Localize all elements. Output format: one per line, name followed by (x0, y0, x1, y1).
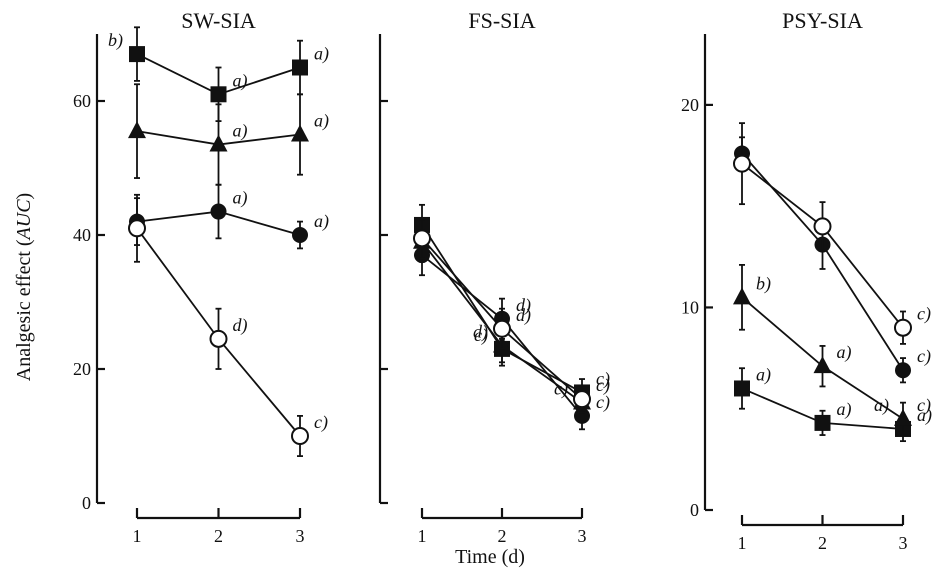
point-triangle (209, 134, 228, 152)
point-triangle (813, 356, 832, 374)
y-axis-label: Analgesic effect (AUC) (13, 193, 35, 381)
y-axis-label-unit: AUC (13, 199, 35, 242)
x-tick-label: 2 (818, 533, 827, 553)
point-filled-circle (895, 362, 911, 379)
point-open-circle (413, 229, 431, 248)
significance-label: a) (233, 121, 248, 142)
significance-label: c) (596, 368, 610, 389)
point-square (734, 380, 750, 397)
x-axis-label: Time (d) (455, 546, 525, 568)
x-tick-label: 1 (418, 526, 427, 546)
point-open-circle (813, 217, 832, 236)
significance-label: b) (756, 273, 771, 294)
significance-label: c) (917, 304, 931, 325)
significance-label: a) (314, 111, 329, 132)
y-tick-label: 0 (690, 500, 699, 520)
significance-label: a) (756, 364, 771, 385)
significance-label: d) (473, 322, 488, 343)
panel-title: FS-SIA (468, 8, 535, 33)
significance-label: c) (917, 395, 931, 416)
point-triangle (894, 408, 912, 426)
point-square (129, 46, 145, 63)
point-triangle (128, 121, 146, 139)
panel-title: SW-SIA (181, 8, 256, 33)
y-axis-label-close: ) (13, 193, 35, 200)
point-square (292, 59, 308, 76)
series-triangle: b)a)a) c) (733, 264, 931, 436)
y-tick-label: 20 (73, 359, 91, 379)
point-open-circle (894, 318, 912, 337)
series-filled-circle: c) (734, 136, 931, 384)
significance-label: a) (233, 70, 248, 91)
significance-label: c) (474, 325, 488, 346)
y-tick-label: 0 (82, 493, 91, 513)
point-open-circle (128, 219, 146, 238)
significance-label: a) (314, 211, 329, 232)
significance-label: a) (314, 44, 329, 65)
significance-label: a) (917, 405, 932, 426)
significance-label: a) (233, 188, 248, 209)
series-open-circle: c) (733, 122, 931, 345)
point-open-circle (291, 427, 309, 445)
significance-label: d) (516, 305, 531, 326)
x-tick-label: 3 (296, 526, 305, 546)
point-square (210, 86, 227, 103)
significance-label: c) (917, 346, 931, 367)
panel-title: PSY-SIA (782, 8, 863, 33)
point-filled-circle (210, 203, 227, 220)
significance-label: a) (837, 342, 852, 363)
point-open-circle (573, 390, 591, 409)
panel-1: SW-SIA 0 20 40 60 1 2 3 b) a) a) a) a) a) a) d) c) (73, 8, 329, 546)
series-square: b) a) a) (108, 26, 329, 122)
series-square: c)c) (414, 203, 610, 407)
y-axis-label-main: Analgesic effect ( (13, 239, 35, 381)
y-tick-label: 60 (73, 91, 91, 111)
significance-label: c) (596, 375, 610, 396)
series-filled-circle: a) a) (129, 183, 329, 250)
point-open-circle (209, 329, 228, 348)
significance-label: d) (516, 295, 531, 316)
x-tick-label: 2 (498, 526, 507, 546)
series-open-circle: d) c) (128, 193, 328, 458)
x-tick-label: 1 (133, 526, 142, 546)
significance-label: c) (596, 392, 610, 413)
y-tick-label: 40 (73, 225, 91, 245)
point-filled-circle (574, 407, 590, 424)
y-tick-label: 10 (681, 297, 699, 317)
point-triangle (733, 287, 751, 305)
y-tick-label: 20 (681, 95, 699, 115)
point-triangle (291, 124, 309, 142)
significance-label: a) (837, 399, 852, 420)
series-open-circle: d)c) (413, 217, 610, 414)
significance-label: c) (314, 412, 328, 433)
significance-label: b) (108, 30, 123, 51)
significance-label: a) (874, 395, 889, 416)
point-square (814, 414, 831, 431)
point-open-circle (733, 154, 751, 173)
x-tick-label: 3 (578, 526, 587, 546)
series-triangle: a) a) (128, 83, 329, 186)
point-open-circle (493, 319, 511, 338)
point-filled-circle (292, 227, 308, 243)
significance-label: d) (233, 315, 248, 336)
x-tick-label: 2 (214, 526, 223, 546)
x-tick-label: 1 (738, 533, 747, 553)
x-tick-label: 3 (899, 533, 908, 553)
